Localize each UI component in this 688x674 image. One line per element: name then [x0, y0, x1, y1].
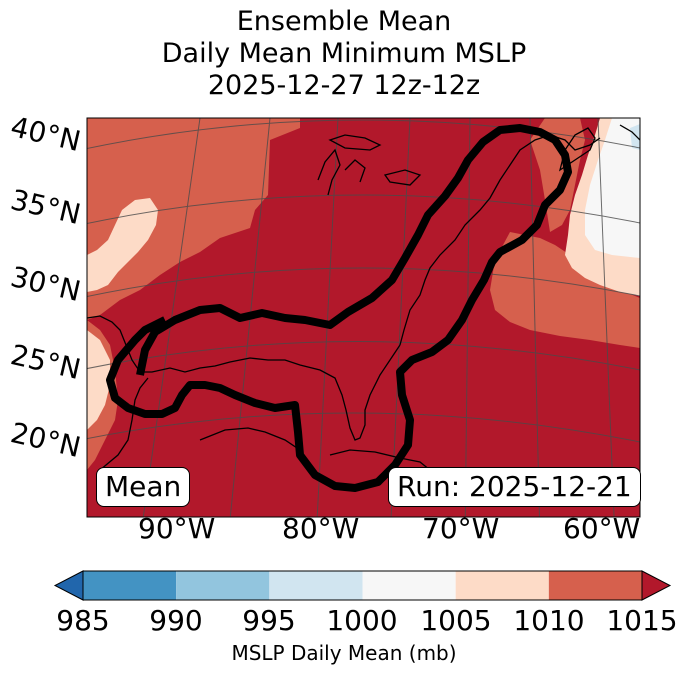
cbar-tick-1000: 1000 [326, 604, 398, 637]
parallel-40n [87, 119, 640, 150]
parallel-35n [87, 194, 640, 225]
contour-line [106, 124, 572, 492]
lon-label-90w: 90°W [138, 512, 216, 545]
meridian-85w [229, 118, 271, 517]
colorbar-bin-1005-1010 [455, 571, 549, 600]
colorbar-over-arrow [641, 570, 672, 601]
coastline-atlantic [399, 134, 601, 346]
colorbar-bin-990-995 [176, 571, 270, 600]
cbar-tick-1010: 1010 [513, 604, 585, 637]
meridian-80w [316, 118, 339, 517]
parallel-20n [87, 412, 640, 443]
cbar-tick-990: 990 [149, 604, 203, 637]
fill-1005-1010-west [87, 198, 158, 292]
cbar-tick-1005: 1005 [420, 604, 492, 637]
parallel-25n [87, 341, 640, 371]
coastline-mexico [99, 377, 149, 471]
fill-995-1000 [630, 124, 640, 150]
cbar-tick-1015: 1015 [606, 604, 678, 637]
run-date-box: Run: 2025-12-21 [388, 467, 641, 507]
colorbar-bin-1000-1005 [362, 571, 456, 600]
colorbar-bin-985-990 [83, 571, 177, 600]
mean-label-box: Mean [96, 467, 191, 507]
colorbar-label: MSLP Daily Mean (mb) [231, 641, 457, 665]
nova-scotia [558, 127, 596, 172]
parallel-30n [87, 267, 640, 298]
fill-1000-1005-east [585, 118, 640, 258]
cbar-tick-985: 985 [56, 604, 110, 637]
title-line-3: 2025-12-27 12z-12z [207, 70, 481, 101]
coastline-cuba [329, 449, 431, 471]
fill-1010-1015-northeast [490, 232, 640, 348]
great-lakes [317, 134, 422, 196]
colorbar-under-arrow [53, 570, 84, 601]
colorbar-bin-1010-1015 [548, 571, 642, 600]
cbar-tick-995: 995 [242, 604, 296, 637]
fill-1005-1010-southwest [87, 330, 110, 430]
lon-label-70w: 70°W [422, 512, 500, 545]
colorbar-bin-995-1000 [269, 571, 363, 600]
title-line-2: Daily Mean Minimum MSLP [161, 38, 527, 69]
lon-label-80w: 80°W [282, 512, 360, 545]
fill-1010-1015-west [87, 118, 300, 320]
title-line-1: Ensemble Mean [236, 6, 452, 37]
coastline-gulf [87, 315, 401, 441]
lon-label-60w: 60°W [563, 512, 641, 545]
newfoundland [619, 124, 640, 141]
